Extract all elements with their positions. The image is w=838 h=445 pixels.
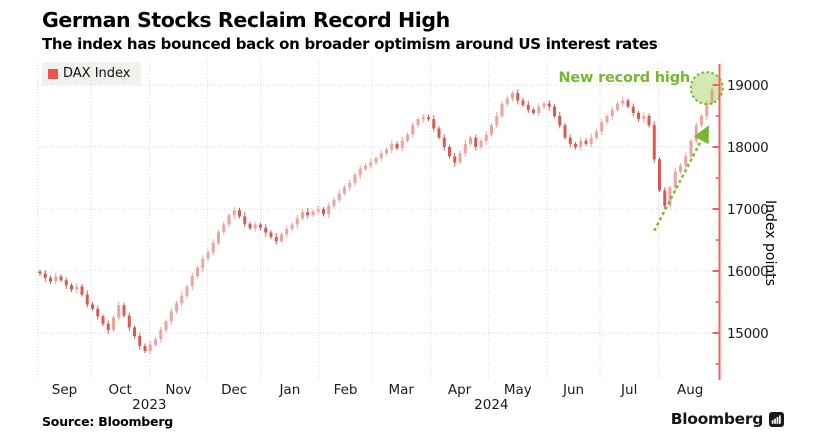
- y-tick-label: 18000: [727, 140, 768, 156]
- gridlines: [37, 62, 723, 378]
- x-tick-label: Jul: [620, 382, 637, 398]
- y-tick-label: 15000: [727, 326, 768, 342]
- x-tick-label: Jan: [278, 382, 300, 398]
- x-tick-label: Feb: [334, 382, 358, 398]
- x-tick-label: Oct: [109, 382, 132, 398]
- x-axis: Sep Oct Nov Dec Jan Feb Mar Apr May Jun Jul Aug 2023…: [52, 382, 704, 413]
- legend-swatch-icon: [48, 68, 58, 79]
- x-tick-label: Nov: [165, 382, 191, 398]
- y-tick-label: 19000: [727, 78, 768, 94]
- y-tick-label: 16000: [727, 264, 768, 280]
- bloomberg-terminal-icon: [769, 411, 784, 427]
- record-high-circle: [689, 71, 724, 106]
- x-tick-label: Mar: [388, 382, 414, 398]
- annotation-new-record-high: New record high: [558, 70, 690, 86]
- candlestick-series: [38, 87, 714, 355]
- legend: DAX Index: [42, 62, 141, 85]
- x-tick-label: Aug: [677, 382, 703, 398]
- x-tick-label: Dec: [221, 382, 247, 398]
- x-tick-label: Jun: [562, 382, 584, 398]
- x-tick-label: Sep: [52, 382, 77, 398]
- year-label: 2023: [132, 397, 166, 413]
- chart-title: German Stocks Reclaim Record High: [42, 8, 450, 32]
- legend-label: DAX Index: [63, 66, 131, 81]
- record-high-arrow: [653, 125, 709, 232]
- x-tick-label: May: [504, 382, 532, 398]
- source-label: Source: Bloomberg: [42, 414, 174, 429]
- y-axis-title: Index points: [762, 200, 778, 286]
- y-tick-label: 17000: [727, 202, 768, 218]
- bloomberg-brand: Bloomberg: [671, 410, 784, 428]
- x-tick-label: Apr: [448, 382, 472, 398]
- bloomberg-wordmark: Bloomberg: [670, 410, 764, 428]
- year-label: 2024: [474, 397, 508, 413]
- chart-subtitle: The index has bounced back on broader op…: [42, 35, 658, 53]
- y-axis: 19000 18000 17000 16000 15000 Index points: [712, 64, 778, 380]
